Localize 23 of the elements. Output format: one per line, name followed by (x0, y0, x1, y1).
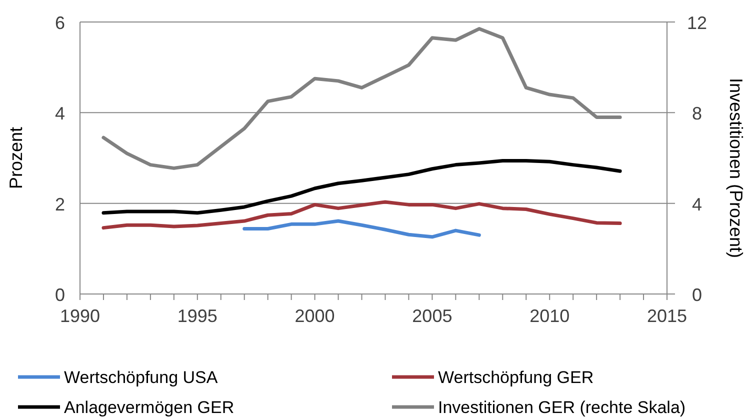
y-tick-label: 6 (54, 13, 66, 33)
y-tick-label: 2 (54, 194, 66, 214)
y2-tick-label: 0 (692, 285, 702, 305)
y2-tick-label: 8 (692, 104, 702, 124)
legend-label: Wertschöpfung USA (64, 368, 218, 387)
legend-label: Investitionen GER (rechte Skala) (438, 398, 686, 417)
y-axis-title: Prozent (6, 126, 26, 190)
line-series (242, 219, 481, 239)
x-tick-label: 2010 (530, 306, 570, 326)
legend-label: Anlagevermögen GER (64, 398, 234, 417)
x-tick-label: 2005 (412, 306, 452, 326)
y2-tick-label: 4 (692, 194, 702, 214)
line-series (102, 158, 622, 215)
y-tick-label: 4 (54, 104, 66, 124)
x-tick-label: 2015 (646, 306, 688, 326)
line-series (102, 200, 622, 230)
y2-axis-title: Investitionen (Prozent) (726, 78, 746, 258)
x-tick-label: 1995 (177, 306, 218, 326)
x-tick-label: 2000 (294, 306, 335, 326)
y-tick-label: 0 (54, 285, 66, 305)
y2-tick-label: 12 (686, 13, 708, 33)
x-tick-label: 1990 (60, 306, 100, 326)
legend-label: Wertschöpfung GER (438, 368, 594, 387)
